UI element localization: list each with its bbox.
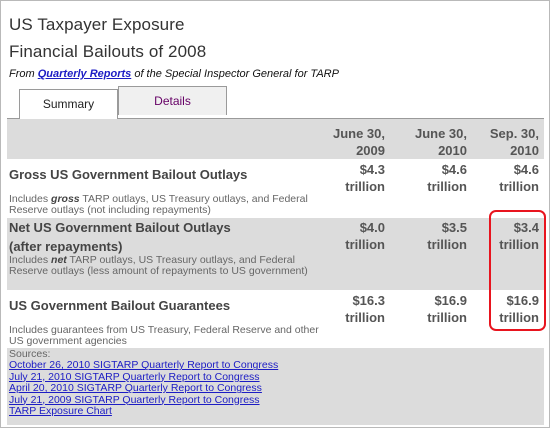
value-amount: $16.9	[506, 293, 539, 308]
value-unit: trillion	[345, 310, 385, 325]
source-link[interactable]: April 20, 2010 SIGTARP Quarterly Report …	[9, 382, 262, 395]
widget-title: US Taxpayer Exposure	[9, 15, 185, 34]
row-title-guarantees: US Government Bailout Guarantees	[9, 298, 231, 313]
value-cell: $16.9 trillion	[477, 292, 539, 326]
column-header-2009-jun: June 30, 2009	[319, 125, 385, 159]
row-title-line2: (after repayments)	[9, 239, 123, 254]
note-text: Includes	[9, 193, 52, 205]
value-unit: trillion	[345, 237, 385, 252]
row-note-net-outlays: Includes net TARP outlays, US Treasury o…	[9, 255, 324, 277]
tab-summary[interactable]: Summary	[19, 89, 118, 119]
value-amount: $3.4	[513, 220, 539, 235]
table-row	[7, 159, 544, 218]
value-unit: trillion	[499, 310, 539, 325]
value-amount: $16.9	[434, 293, 467, 308]
value-amount: $3.5	[441, 220, 467, 235]
value-amount: $4.0	[359, 220, 385, 235]
note-emphasis: gross	[51, 193, 80, 205]
value-unit: trillion	[345, 179, 385, 194]
sources-label: Sources:	[9, 348, 51, 360]
column-header-line1: June 30,	[414, 126, 467, 141]
column-header-line2: 2010	[510, 143, 539, 158]
tab-divider	[7, 118, 544, 119]
table-row	[7, 290, 544, 348]
value-unit: trillion	[427, 310, 467, 325]
value-amount: $16.3	[352, 293, 385, 308]
row-title-line1: Net US Government Bailout Outlays	[9, 220, 231, 235]
column-header-2010-jun: June 30, 2010	[401, 125, 467, 159]
column-header-line2: 2009	[356, 143, 385, 158]
note-text: TARP outlays, US Treasury outlays, and F…	[9, 254, 308, 277]
value-cell: $3.5 trillion	[401, 219, 467, 253]
source-link[interactable]: July 21, 2009 SIGTARP Quarterly Report t…	[9, 393, 260, 406]
column-header-line1: Sep. 30,	[489, 126, 539, 141]
source-attribution: From Quarterly Reports of the Special In…	[9, 68, 339, 80]
source-link[interactable]: October 26, 2010 SIGTARP Quarterly Repor…	[9, 359, 279, 372]
value-cell: $3.4 trillion	[477, 219, 539, 253]
value-cell: $16.3 trillion	[319, 292, 385, 326]
note-emphasis: net	[51, 254, 67, 266]
sources-list: Sources: October 26, 2010 SIGTARP Quarte…	[9, 348, 279, 418]
value-cell: $4.6 trillion	[401, 161, 467, 195]
column-header-2010-sep: Sep. 30, 2010	[477, 125, 539, 159]
column-header-line2: 2010	[438, 143, 467, 158]
row-note-gross-outlays: Includes gross TARP outlays, US Treasury…	[9, 194, 324, 216]
value-unit: trillion	[427, 179, 467, 194]
table-header-row	[7, 126, 544, 159]
attribution-prefix: From	[9, 68, 38, 80]
attribution-suffix: of the Special Inspector General for TAR…	[131, 68, 339, 80]
value-cell: $4.0 trillion	[319, 219, 385, 253]
value-unit: trillion	[499, 179, 539, 194]
value-amount: $4.3	[359, 162, 385, 177]
table-row	[7, 218, 544, 290]
column-header-line1: June 30,	[332, 126, 385, 141]
quarterly-reports-link[interactable]: Quarterly Reports	[37, 68, 132, 80]
value-cell: $4.3 trillion	[319, 161, 385, 195]
value-amount: $4.6	[441, 162, 467, 177]
tarp-exposure-chart-link[interactable]: TARP Exposure Chart	[9, 405, 112, 418]
value-amount: $4.6	[513, 162, 539, 177]
highlight-annotation	[489, 210, 546, 331]
value-cell: $16.9 trillion	[401, 292, 467, 326]
value-unit: trillion	[427, 237, 467, 252]
sources-band	[7, 348, 544, 425]
value-cell: $4.6 trillion	[477, 161, 539, 195]
note-text: TARP outlays, US Treasury outlays, and F…	[9, 193, 308, 216]
note-text: Includes	[9, 254, 52, 266]
table-top-band	[7, 119, 544, 126]
row-note-guarantees: Includes guarantees from US Treasury, Fe…	[9, 324, 319, 347]
row-title-gross-outlays: Gross US Government Bailout Outlays	[9, 167, 248, 182]
row-title-net-outlays: Net US Government Bailout Outlays (after …	[9, 218, 231, 256]
widget-subtitle: Financial Bailouts of 2008	[9, 42, 207, 61]
tab-details[interactable]: Details	[118, 86, 227, 115]
value-unit: trillion	[499, 237, 539, 252]
source-link[interactable]: July 21, 2010 SIGTARP Quarterly Report t…	[9, 370, 260, 383]
